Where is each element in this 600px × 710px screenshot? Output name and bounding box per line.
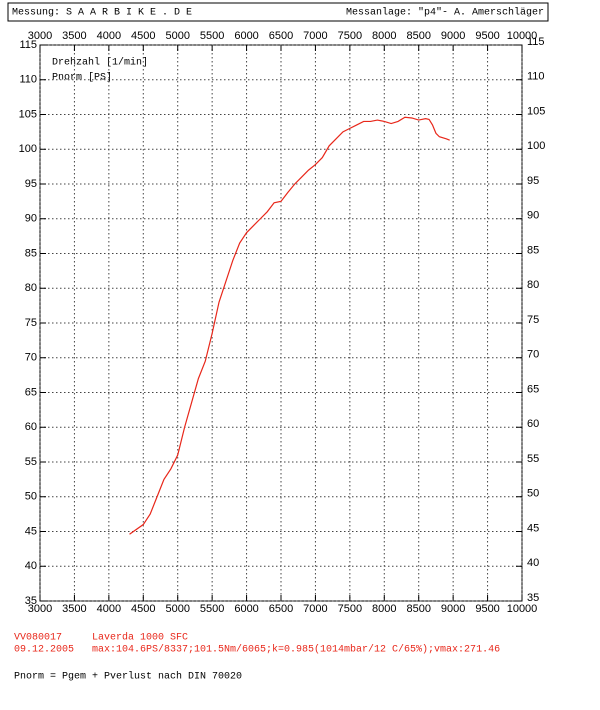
y-tick-label: 115	[19, 39, 37, 51]
y-tick-label: 65	[25, 386, 37, 398]
x-tick-label: 6500	[269, 603, 293, 615]
footer-model: Laverda 1000 SFC	[92, 632, 188, 644]
x-tick-label: 7000	[303, 603, 327, 615]
y-tick-label: 95	[527, 175, 539, 187]
x-tick-label: 3500	[62, 603, 86, 615]
x-tick-label: 4000	[97, 30, 121, 42]
y-tick-label: 55	[25, 456, 37, 468]
power-curve	[129, 116, 450, 535]
x-tick-label: 5500	[200, 603, 224, 615]
x-tick-label: 7000	[303, 30, 327, 42]
x-tick-label: 8500	[406, 30, 430, 42]
y-tick-label: 40	[25, 560, 37, 572]
y-tick-label: 90	[25, 213, 37, 225]
x-tick-label: 9500	[475, 30, 499, 42]
x-tick-label: 3000	[28, 30, 52, 42]
y-tick-label: 55	[527, 453, 539, 465]
footer-date: 09.12.2005	[14, 645, 74, 656]
y-tick-label: 70	[25, 352, 37, 364]
header-left: Messung: S A A R B I K E . D E	[12, 8, 192, 19]
y-tick-label: 45	[527, 522, 539, 534]
y-tick-label: 75	[527, 314, 539, 326]
y-tick-label: 85	[25, 247, 37, 259]
x-tick-label: 4500	[131, 603, 155, 615]
y-tick-label: 70	[527, 349, 539, 361]
x-tick-label: 3500	[62, 30, 86, 42]
y-tick-label: 105	[19, 108, 37, 120]
y-tick-label: 35	[25, 595, 37, 607]
x-tick-label: 7500	[338, 603, 362, 615]
x-tick-label: 5000	[165, 603, 189, 615]
y-tick-label: 110	[19, 74, 37, 86]
y-tick-label: 45	[25, 525, 37, 537]
x-tick-label: 4500	[131, 30, 155, 42]
x-tick-label: 8000	[372, 603, 396, 615]
x-tick-label: 6500	[269, 30, 293, 42]
y-tick-label: 110	[527, 71, 545, 83]
x-tick-label: 3000	[28, 603, 52, 615]
y-tick-label: 35	[527, 592, 539, 604]
x-tick-label: 6000	[234, 30, 258, 42]
y-tick-label: 95	[25, 178, 37, 190]
x-tick-label: 4000	[97, 603, 121, 615]
y-tick-label: 115	[527, 36, 545, 48]
x-tick-label: 5000	[165, 30, 189, 42]
x-tick-label: 10000	[507, 603, 538, 615]
x-tick-label: 10000	[507, 30, 538, 42]
legend-line: Pnorm [PS]	[52, 72, 112, 84]
header-right: Messanlage: "p4"- A. Amerschläger	[346, 7, 544, 19]
x-tick-label: 8500	[406, 603, 430, 615]
y-tick-label: 100	[19, 143, 37, 155]
y-tick-label: 80	[527, 279, 539, 291]
x-tick-label: 9000	[441, 30, 465, 42]
x-tick-label: 7500	[338, 30, 362, 42]
header-box	[7, 2, 549, 22]
legend-line: Drehzahl [1/min]	[52, 57, 148, 69]
y-tick-label: 65	[527, 383, 539, 395]
footer-id: VV080017	[14, 633, 62, 644]
x-tick-label: 5500	[200, 30, 224, 42]
y-tick-label: 50	[527, 488, 539, 500]
y-tick-label: 40	[527, 557, 539, 569]
y-tick-label: 50	[25, 491, 37, 503]
footer-stats: max:104.6PS/8337;101.5Nm/6065;k=0.985(10…	[92, 644, 500, 656]
y-tick-label: 100	[527, 140, 545, 152]
y-tick-label: 60	[527, 418, 539, 430]
x-tick-label: 6000	[234, 603, 258, 615]
x-tick-label: 9000	[441, 603, 465, 615]
x-tick-label: 9500	[475, 603, 499, 615]
x-tick-label: 8000	[372, 30, 396, 42]
y-tick-label: 80	[25, 282, 37, 294]
y-tick-label: 60	[25, 421, 37, 433]
y-tick-label: 105	[527, 105, 545, 117]
footer-formula: Pnorm = Pgem + Pverlust nach DIN 70020	[14, 671, 242, 683]
y-tick-label: 90	[527, 210, 539, 222]
y-tick-label: 85	[527, 244, 539, 256]
y-tick-label: 75	[25, 317, 37, 329]
